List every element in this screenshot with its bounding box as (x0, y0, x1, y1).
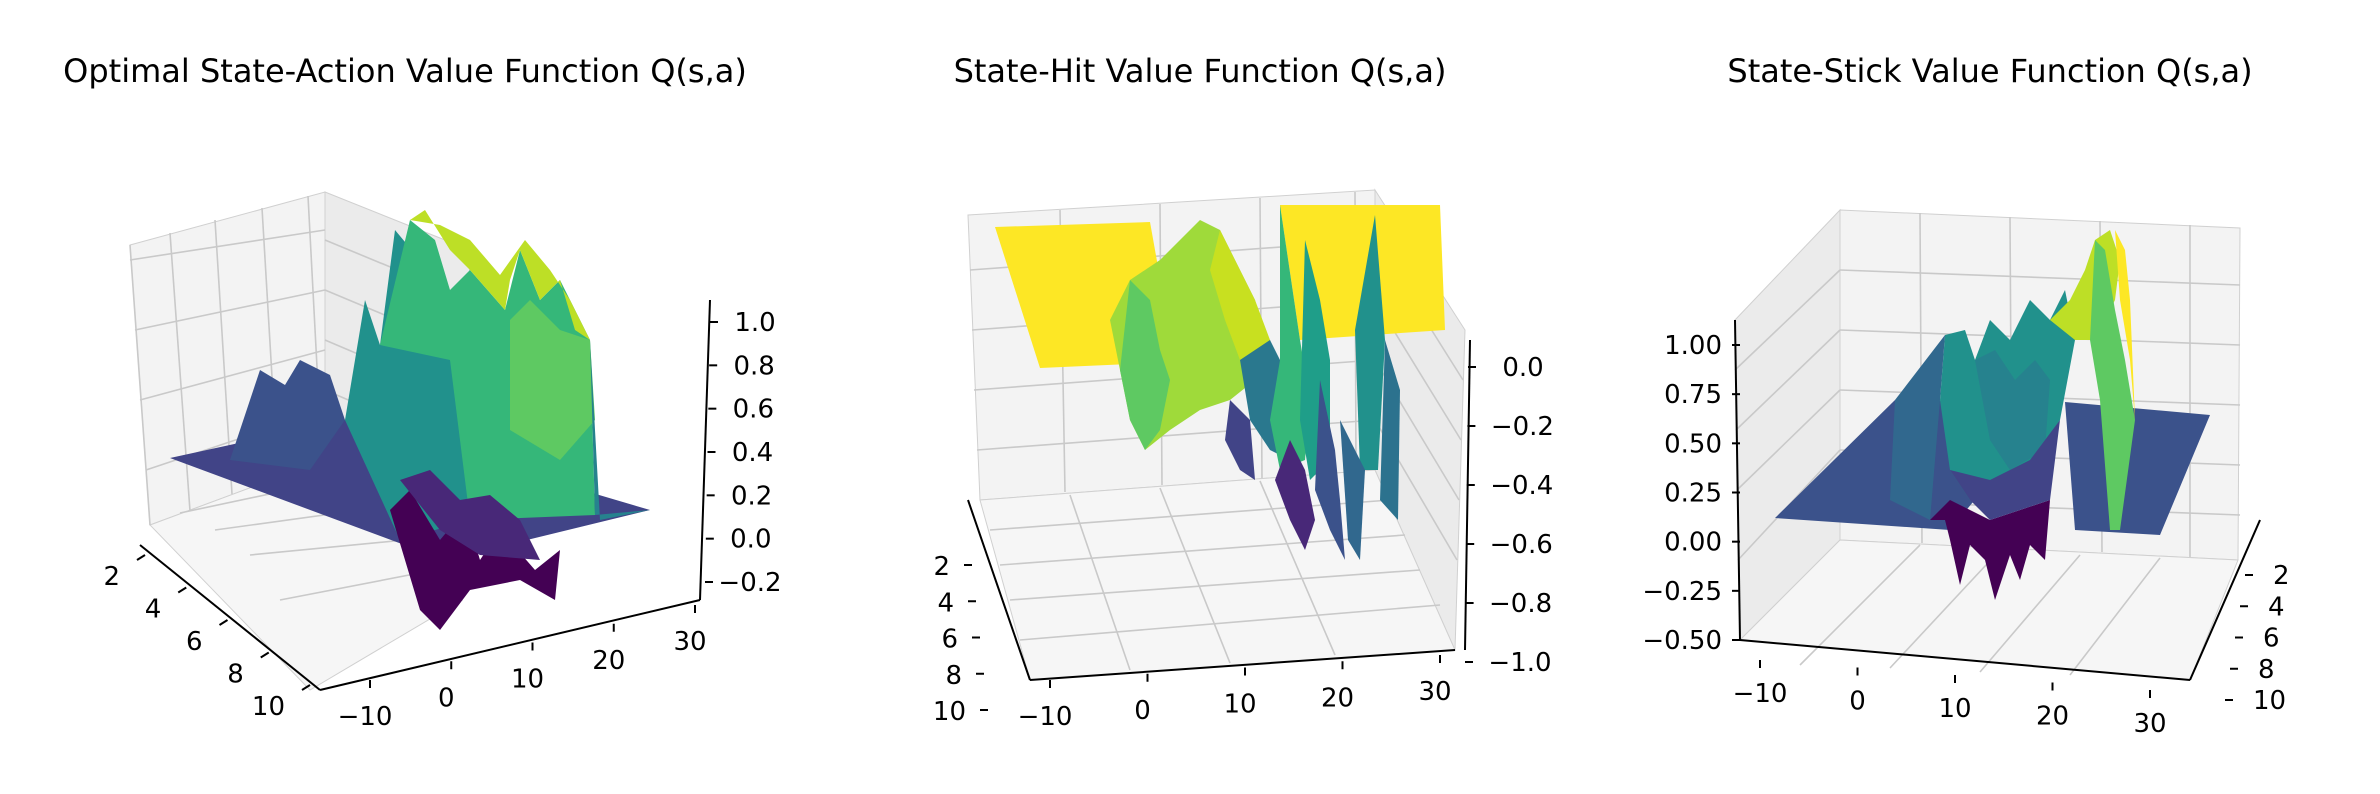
c1-zticks-label-3: 0.4 (732, 438, 773, 468)
c3-xticks-label-2: 6 (2263, 624, 2280, 654)
chart-3-surface (1775, 230, 2210, 600)
c3-zticks-label-1: 0.75 (1664, 380, 1722, 410)
c3-xticks-label-1: 4 (2268, 592, 2285, 622)
c3-zticks-label-5: −0.25 (1642, 577, 1722, 607)
chart-2-canvas: State-Hit Value Function Q(s,a) (933, 52, 1554, 732)
c1-zticks-label-1: 0.0 (730, 525, 771, 555)
c2-xticks-label-2: 6 (941, 625, 958, 655)
chart-3-canvas: State-Stick Value Function Q(s,a) (1642, 52, 2290, 739)
c1-yticks-label-1: 0 (438, 683, 455, 713)
c3-yticks-label-2: 10 (1938, 694, 1971, 724)
c2-xticks-label-0: 2 (933, 552, 950, 582)
c1-xticks-label-3: 8 (227, 660, 244, 690)
c2-xticks-label-1: 4 (937, 588, 954, 618)
c2-zticks-label-2: −0.4 (1490, 471, 1553, 501)
c3-yticks-label-3: 20 (2036, 702, 2069, 732)
c1-xticks-mark-0 (136, 554, 146, 561)
c1-zticks-label-4: 0.6 (733, 395, 774, 425)
c1-xticks-label-1: 4 (145, 595, 162, 625)
c3-zticks-label-0: 1.00 (1664, 331, 1722, 361)
c2-zticks-label-5: −1.0 (1488, 648, 1551, 678)
c3-zticks-label-2: 0.50 (1664, 429, 1722, 459)
c1-yticks-label-4: 30 (673, 627, 706, 657)
c2-yticks-label-4: 30 (1418, 677, 1451, 707)
c2-yticks-label-0: −10 (1018, 702, 1073, 732)
c3-zticks-label-3: 0.25 (1664, 479, 1722, 509)
c3-yticks-label-0: −10 (1733, 679, 1788, 709)
c3-xticks-label-4: 10 (2253, 686, 2286, 716)
chart-2-surface (995, 205, 1445, 560)
c1-xticks-mark-4 (301, 684, 311, 691)
c3-zticks-label-6: −0.50 (1642, 626, 1722, 656)
c3-xticks-label-3: 8 (2258, 655, 2275, 685)
c3-yticks-label-1: 0 (1849, 687, 1866, 717)
c1-xticks-label-4: 10 (252, 692, 285, 722)
c1-xticks-mark-2 (218, 619, 229, 626)
chart-1-canvas: Optimal State-Action Value Function Q(s,… (63, 52, 782, 732)
chart-1-title: Optimal State-Action Value Function Q(s,… (63, 52, 747, 90)
chart-3-axis-lines (1734, 319, 2261, 681)
c1-yticks-label-0: −10 (338, 702, 393, 732)
c2-xticks-label-4: 10 (933, 697, 966, 727)
chart-2-z-ticks: 0.0 −0.2 −0.4 −0.6 −0.8 −1.0 (1465, 353, 1554, 678)
c2-zticks-label-3: −0.6 (1490, 530, 1553, 560)
chart-2-x-ticks: 2 4 6 8 10 (933, 552, 988, 727)
c2-zticks-label-4: −0.8 (1489, 589, 1552, 619)
c2-zticks-label-0: 0.0 (1502, 353, 1543, 383)
c1-yticks-label-2: 10 (511, 665, 544, 695)
c3-yticks-label-4: 30 (2133, 709, 2166, 739)
c2-yticks-label-1: 0 (1134, 696, 1151, 726)
chart-3-title: State-Stick Value Function Q(s,a) (1727, 52, 2252, 90)
c1-xticks-label-0: 2 (103, 562, 120, 592)
chart-1-axis-lines (139, 299, 711, 691)
c3-xticks-label-0: 2 (2273, 561, 2290, 591)
chart-3-y-ticks: −10 0 10 20 30 (1733, 660, 2167, 739)
c1-yticks-label-3: 20 (592, 646, 625, 676)
chart-2-title: State-Hit Value Function Q(s,a) (954, 52, 1447, 90)
c1-zticks-label-2: 0.2 (731, 481, 772, 511)
c1-zticks-label-0: −0.2 (718, 568, 781, 598)
chart-panel-2: State-Hit Value Function Q(s,a) (800, 0, 1590, 794)
c2-yticks-label-3: 20 (1321, 683, 1354, 713)
c1-xticks-label-2: 6 (186, 627, 203, 657)
c2-zticks-label-1: −0.2 (1491, 412, 1554, 442)
chart-2-axis-lines (967, 339, 1471, 681)
c2-xticks-label-3: 8 (945, 661, 962, 691)
chart-1-surface (170, 210, 650, 630)
chart-1-z-ticks: −0.2 0.0 0.2 0.4 0.6 0.8 1.0 (705, 308, 782, 598)
chart-panel-1: Optimal State-Action Value Function Q(s,… (0, 0, 800, 794)
c2-yticks-label-2: 10 (1223, 690, 1256, 720)
c1-xticks-mark-1 (177, 586, 187, 594)
chart-3-z-ticks: 1.00 0.75 0.50 0.25 0.00 −0.25 −0.50 (1642, 331, 1740, 656)
chart-1-y-ticks: −10 0 10 20 30 (338, 605, 707, 732)
c1-zticks-label-5: 0.8 (733, 351, 774, 381)
c1-xticks-mark-3 (260, 651, 270, 659)
chart-panel-3: State-Stick Value Function Q(s,a) (1590, 0, 2380, 794)
chart-2-y-ticks: −10 0 10 20 30 (1018, 655, 1452, 732)
c3-zticks-label-4: 0.00 (1664, 528, 1722, 558)
c1-zticks-label-6: 1.0 (734, 308, 775, 338)
